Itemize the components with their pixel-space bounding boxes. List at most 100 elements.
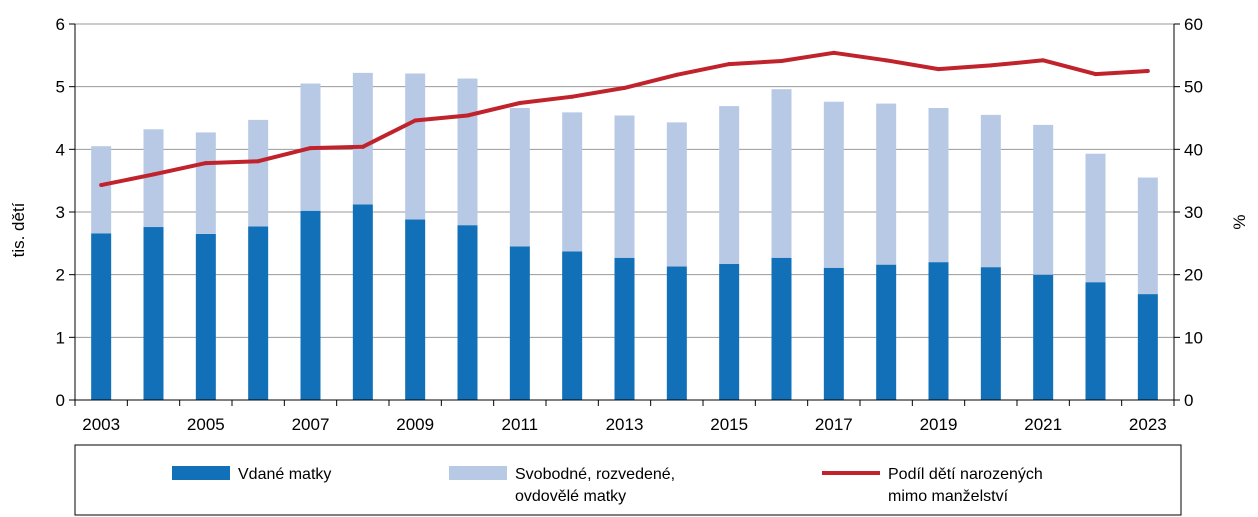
bar-unmarried [248, 119, 269, 227]
legend-swatch [172, 466, 230, 480]
x-tick-label: 2021 [1024, 415, 1062, 434]
y2-tick-label: 50 [1184, 78, 1203, 97]
bar-married [614, 257, 635, 400]
bar-unmarried [666, 122, 687, 267]
bar-married [405, 219, 426, 400]
y-tick-label: 5 [56, 78, 65, 97]
x-tick-label: 2023 [1129, 415, 1167, 434]
bar-unmarried [980, 114, 1001, 268]
line-point [622, 85, 627, 90]
y2-tick-label: 20 [1184, 266, 1203, 285]
legend: Vdané matky Svobodné, rozvedené, ovdovělé … [74, 444, 1182, 516]
bar-married [980, 267, 1001, 400]
line-point [936, 67, 941, 72]
bar-married [91, 233, 112, 400]
bar-unmarried [719, 106, 740, 265]
bar-married [248, 226, 269, 400]
line-point [1093, 72, 1098, 77]
y2-tick-label: 30 [1184, 203, 1203, 222]
bar-unmarried [91, 146, 112, 234]
y-axis-right-ticks: 0 10 20 30 40 50 60 [1174, 15, 1203, 410]
y-axis-right-title: % [1230, 214, 1249, 229]
bar-married [457, 225, 478, 400]
x-tick-label: 2015 [710, 415, 748, 434]
legend-box [74, 444, 1182, 516]
line-point [674, 72, 679, 77]
line-point [99, 183, 104, 188]
y-axis-left-ticks: 0 1 2 3 4 5 6 [56, 15, 75, 410]
x-tick-label: 2003 [82, 415, 120, 434]
line-point [1041, 58, 1046, 63]
bar-married [823, 267, 844, 400]
bar-unmarried [457, 78, 478, 226]
bar-unmarried [1137, 177, 1158, 295]
y-axis-left-title: tis. dětí [9, 202, 28, 257]
x-axis-ticks: 2003 2005 2007 2009 2011 2013 2015 2017 2019 2021… [74, 400, 1175, 434]
bar-unmarried [405, 73, 426, 220]
bar-unmarried [928, 107, 949, 263]
line-point [517, 100, 522, 105]
y2-tick-label: 60 [1184, 15, 1203, 34]
bar-unmarried [1085, 153, 1106, 283]
line-point [1145, 69, 1150, 73]
bar-unmarried [614, 115, 635, 258]
y-tick-label: 3 [56, 203, 65, 222]
bar-unmarried [143, 129, 164, 228]
line-point [988, 63, 993, 68]
y2-tick-label: 10 [1184, 328, 1203, 347]
bar-married [562, 251, 583, 400]
y2-tick-label: 40 [1184, 140, 1203, 159]
legend-label: mimo manželství [888, 488, 1009, 505]
y-tick-label: 6 [56, 15, 65, 34]
bar-unmarried [823, 101, 844, 268]
line-point [151, 172, 156, 177]
y-tick-label: 2 [56, 266, 65, 285]
line-point [360, 144, 365, 149]
bars [91, 72, 1158, 400]
line-series [99, 50, 1150, 188]
x-tick-label: 2007 [292, 415, 330, 434]
bar-married [928, 262, 949, 400]
bar-married [143, 227, 164, 400]
bar-unmarried [352, 72, 373, 205]
line-point [256, 159, 261, 164]
bar-married [1085, 282, 1106, 400]
line-point [727, 62, 732, 67]
line-point [203, 161, 208, 166]
bar-married [509, 246, 530, 400]
bar-married [1137, 294, 1158, 400]
y-tick-label: 1 [56, 328, 65, 347]
bar-unmarried [509, 107, 530, 247]
bar-married [771, 257, 792, 400]
bar-married [1033, 274, 1054, 400]
legend-label: Svobodné, rozvedené, [515, 466, 675, 483]
y-tick-label: 4 [56, 140, 65, 159]
x-tick-label: 2013 [606, 415, 644, 434]
x-tick-label: 2019 [920, 415, 958, 434]
bar-unmarried [771, 89, 792, 258]
bar-married [195, 233, 216, 400]
legend-label: ovdovělé matky [515, 488, 626, 505]
x-tick-label: 2011 [502, 415, 539, 434]
legend-label: Podíl dětí narozených [888, 466, 1043, 483]
line-point [308, 146, 313, 151]
bar-unmarried [1033, 124, 1054, 275]
y2-tick-label: 0 [1184, 391, 1193, 410]
bar-unmarried [562, 112, 583, 252]
bar-married [666, 266, 687, 400]
bar-unmarried [195, 132, 216, 234]
bar-married [300, 210, 321, 400]
bar-married [719, 264, 740, 400]
x-tick-label: 2005 [187, 415, 225, 434]
line-point [779, 58, 784, 63]
x-tick-label: 2017 [815, 415, 853, 434]
line-point [465, 113, 470, 118]
y-tick-label: 0 [56, 391, 65, 410]
x-tick-label: 2009 [396, 415, 434, 434]
bar-married [876, 264, 897, 400]
legend-label: Vdané matky [238, 466, 331, 483]
line-point [831, 50, 836, 55]
bar-married [352, 204, 373, 400]
line-point [570, 94, 575, 99]
